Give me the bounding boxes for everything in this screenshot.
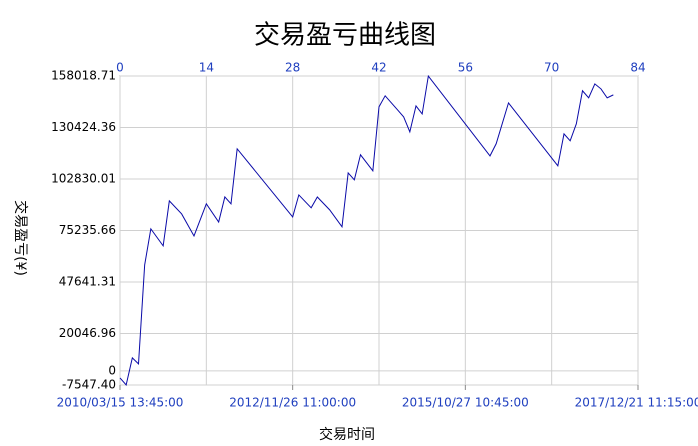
bottom-tick-label: 2010/03/15 13:45:00	[57, 396, 184, 410]
y-tick-label: 158018.71	[51, 69, 116, 83]
top-tick-label: 84	[630, 61, 645, 75]
y-tick-label: 102830.01	[51, 172, 116, 186]
y-tick-label: 75235.66	[59, 223, 116, 237]
y-tick-label: 0	[108, 363, 116, 377]
y-tick-label: 47641.31	[59, 275, 116, 289]
top-tick-label: 42	[371, 61, 386, 75]
top-tick-label: 0	[116, 61, 124, 75]
top-tick-label: 14	[199, 61, 214, 75]
x-axis-title: 交易时间	[319, 426, 375, 443]
data-line	[119, 74, 614, 386]
chart-title: 交易盈亏曲线图	[254, 21, 436, 51]
y-tick-label: 130424.36	[51, 120, 116, 134]
y-axis-title: 交易盈亏(¥)	[12, 200, 29, 276]
y-tick-label: -7547.40	[62, 378, 116, 392]
top-tick-label: 56	[458, 61, 473, 75]
y-tick-label: 20046.96	[59, 326, 116, 340]
bottom-tick-label: 2017/12/21 11:15:00	[575, 396, 698, 410]
bottom-tick-label: 2015/10/27 10:45:00	[402, 396, 529, 410]
bottom-tick-label: 2012/11/26 11:00:00	[229, 396, 356, 410]
top-tick-label: 28	[285, 61, 300, 75]
top-tick-label: 70	[544, 61, 559, 75]
